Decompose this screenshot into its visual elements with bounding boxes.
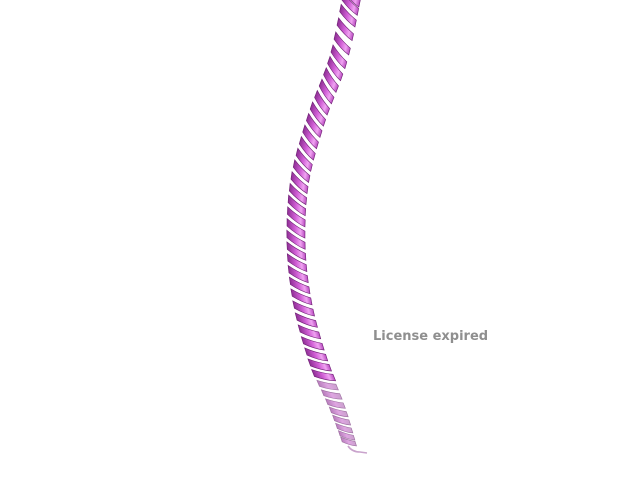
helix-turn (286, 229, 306, 250)
helix-turn (304, 347, 329, 362)
helix-turn (286, 253, 308, 273)
helix-turn (314, 89, 330, 116)
helix-turn (290, 171, 309, 195)
helix-turn (292, 300, 315, 317)
helix-turn (311, 369, 337, 382)
helix-turn (336, 17, 354, 42)
helix-turn (335, 422, 354, 434)
helix-turn (327, 55, 344, 82)
helix-turn (341, 0, 359, 16)
helix-turn (292, 159, 311, 183)
helix-turn (309, 101, 326, 127)
helix-turn (295, 147, 313, 172)
helix-turn (337, 430, 356, 441)
helix-turn (298, 135, 316, 161)
helix-turn (333, 31, 351, 56)
helix-turn (316, 379, 339, 391)
helix-turn (286, 217, 306, 239)
helix-turn (328, 406, 349, 418)
helix-turn (343, 0, 361, 8)
helix-turn (288, 182, 308, 206)
helix-turn (302, 124, 319, 150)
helix-turn (290, 288, 313, 306)
helix-turn (318, 78, 335, 105)
helix-turn (324, 398, 346, 409)
helix-turn (287, 264, 309, 284)
helix-turn (340, 436, 357, 447)
helix-turn (297, 324, 322, 340)
helix-turn (307, 358, 332, 372)
helix-turn (330, 44, 348, 70)
helix-turn (286, 241, 307, 261)
helix-turn (339, 3, 357, 28)
helix-turn (300, 336, 325, 351)
helix-turn (323, 66, 339, 93)
helix-tail (347, 445, 368, 454)
license-watermark: License expired (373, 329, 489, 344)
helix-turn (288, 276, 311, 295)
helix-turn (306, 112, 323, 138)
helix-turn (287, 206, 306, 228)
helix-turn (294, 312, 318, 328)
helix-turn (332, 414, 352, 426)
helix-turn (287, 194, 307, 217)
helix-turn (320, 389, 343, 400)
